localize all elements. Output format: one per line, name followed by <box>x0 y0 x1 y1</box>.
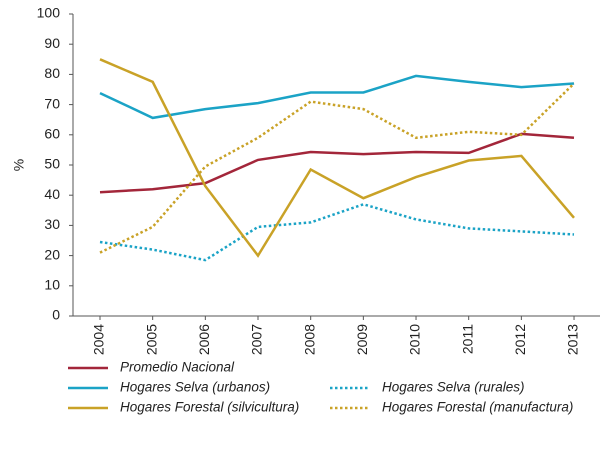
y-tick-label: 70 <box>44 95 60 111</box>
x-tick-label: 2013 <box>565 324 581 355</box>
series-line <box>99 82 575 254</box>
x-tick-label: 2008 <box>301 324 317 355</box>
y-tick-label: 90 <box>44 35 60 51</box>
series-line <box>99 58 575 258</box>
y-tick-label: 80 <box>44 65 60 81</box>
y-tick-label: 60 <box>44 126 60 142</box>
x-tick-label: 2006 <box>196 324 212 355</box>
x-tick-label: 2005 <box>143 324 159 355</box>
y-axis-label: % <box>11 159 27 171</box>
legend-label: Hogares Selva (rurales) <box>382 380 525 395</box>
y-tick-label: 30 <box>44 216 60 232</box>
y-tick-label: 100 <box>37 5 61 21</box>
x-tick-label: 2009 <box>354 324 370 355</box>
legend-label: Hogares Selva (urbanos) <box>120 380 270 395</box>
series-line <box>99 202 575 262</box>
series-line <box>99 74 575 120</box>
x-tick-label: 2010 <box>407 324 423 355</box>
y-tick-label: 10 <box>44 277 60 293</box>
x-tick-label: 2012 <box>512 324 528 355</box>
y-tick-label: 0 <box>52 307 60 323</box>
legend-label: Hogares Forestal (manufactura) <box>382 400 573 415</box>
x-tick-label: 2004 <box>91 324 107 355</box>
y-tick-label: 40 <box>44 186 60 202</box>
y-tick-label: 50 <box>44 156 60 172</box>
x-tick-label: 2011 <box>459 324 475 354</box>
legend-label: Hogares Forestal (silvicultura) <box>120 400 299 415</box>
x-tick-label: 2007 <box>249 324 265 355</box>
series-line <box>99 132 575 194</box>
legend-label: Promedio Nacional <box>120 360 235 375</box>
y-tick-label: 20 <box>44 246 60 262</box>
